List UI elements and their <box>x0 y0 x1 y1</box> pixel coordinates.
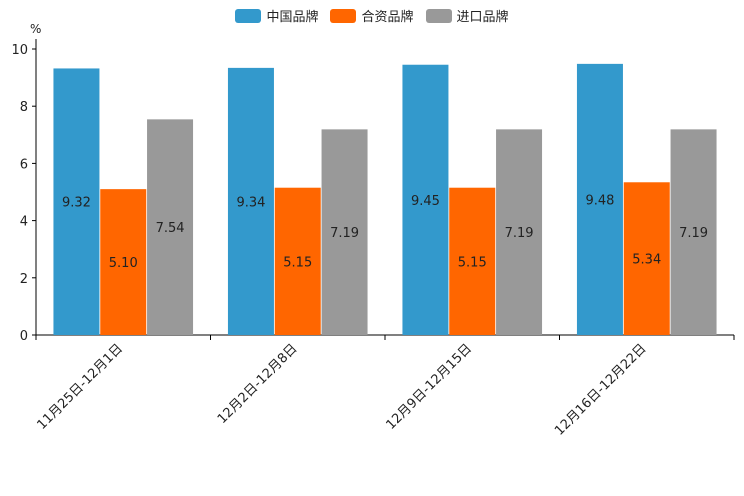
bar-value-label: 9.34 <box>236 195 265 210</box>
y-tick-label: 8 <box>20 100 28 115</box>
bar-china-brand <box>402 64 449 335</box>
bar-value-label: 7.19 <box>505 226 534 241</box>
bar-value-label: 5.15 <box>283 255 312 270</box>
bar-value-label: 9.45 <box>411 194 440 209</box>
legend-item-imported-brand[interactable]: 进口品牌 <box>425 6 509 25</box>
bar-value-label: 9.32 <box>62 196 91 211</box>
y-axis-unit-label: % <box>30 22 42 36</box>
x-category-label: 12月9日-12月15日 <box>383 341 475 433</box>
bar-imported-brand <box>321 129 368 335</box>
bar-value-label: 5.10 <box>109 256 138 271</box>
x-category-label: 12月16日-12月22日 <box>552 341 649 438</box>
bar-joint-venture-brand <box>274 187 321 335</box>
legend-label-joint-venture-brand: 合资品牌 <box>361 10 414 25</box>
y-tick-label: 10 <box>11 43 28 58</box>
chart-legend: 中国品牌 合资品牌 进口品牌 <box>0 6 744 25</box>
bar-imported-brand <box>496 129 543 335</box>
bar-value-label: 5.34 <box>632 253 661 268</box>
y-tick-label: 4 <box>20 215 28 230</box>
bar-imported-brand <box>147 119 194 335</box>
bar-value-label: 5.15 <box>458 255 487 270</box>
legend-swatch-china-brand <box>235 8 262 23</box>
legend-swatch-imported-brand <box>425 8 452 23</box>
y-tick-label: 0 <box>20 329 28 344</box>
legend-item-china-brand[interactable]: 中国品牌 <box>235 6 318 25</box>
bar-value-label: 7.54 <box>156 221 185 236</box>
bar-value-label: 7.19 <box>330 226 359 241</box>
legend-item-joint-venture-brand[interactable]: 合资品牌 <box>330 6 414 25</box>
bar-joint-venture-brand <box>100 189 147 335</box>
bar-value-label: 9.48 <box>585 193 614 208</box>
y-tick-label: 2 <box>20 272 28 287</box>
bar-china-brand <box>576 63 623 335</box>
bar-china-brand <box>53 68 100 335</box>
bar-china-brand <box>227 67 274 335</box>
legend-label-imported-brand: 进口品牌 <box>456 10 509 25</box>
x-category-label: 11月25日-12月1日 <box>34 341 126 433</box>
bar-value-label: 7.19 <box>679 226 708 241</box>
legend-swatch-joint-venture-brand <box>330 8 357 23</box>
bar-imported-brand <box>670 129 717 335</box>
x-category-label: 12月2日-12月8日 <box>215 341 301 427</box>
legend-label-china-brand: 中国品牌 <box>266 10 319 25</box>
bar-joint-venture-brand <box>623 182 670 335</box>
bar-joint-venture-brand <box>449 187 496 335</box>
y-tick-label: 6 <box>20 157 28 172</box>
